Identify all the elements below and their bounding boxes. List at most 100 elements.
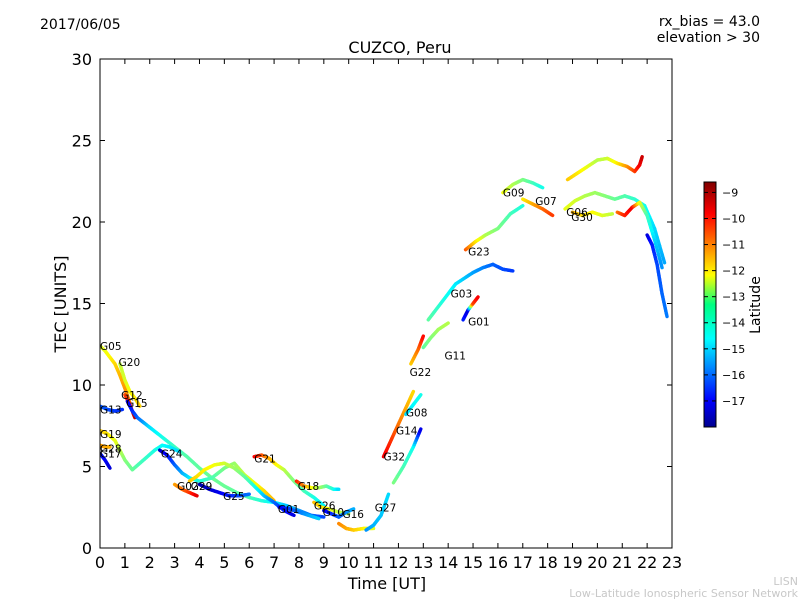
satellite-label: G28 [100, 444, 122, 456]
series-track [563, 190, 667, 265]
x-axis-label: Time [UT] [347, 574, 426, 593]
satellite-label: G20 [119, 357, 141, 369]
satellite-label: G03 [451, 289, 473, 301]
x-tick-label: 11 [363, 553, 383, 572]
x-tick-label: 18 [537, 553, 557, 572]
data-point-segment [320, 502, 326, 508]
footer: LISN Low-Latitude Ionospheric Sensor Net… [569, 576, 798, 600]
satellite-label: G17 [100, 448, 122, 460]
x-tick-label: 22 [637, 553, 657, 572]
x-tick-label: 15 [463, 553, 483, 572]
series-track [501, 177, 545, 195]
satellite-label: G10 [323, 507, 345, 519]
satellite-label: G32 [384, 452, 406, 464]
x-tick-label: 2 [145, 553, 155, 572]
series-track [521, 197, 555, 218]
colorbar-tick-label: −17 [722, 395, 745, 408]
x-tick-label: 12 [388, 553, 408, 572]
series-track [565, 155, 644, 182]
series-track [277, 505, 321, 521]
series-track [337, 521, 376, 532]
data-point-segment [418, 427, 423, 433]
y-tick-label: 25 [72, 132, 92, 151]
series-track [404, 393, 423, 417]
colorbar-tick-label: −16 [722, 369, 745, 382]
series-track [391, 427, 423, 485]
satellite-label: G26 [314, 501, 336, 513]
data-point-segment [291, 513, 296, 518]
series-track [197, 482, 251, 498]
x-tick-label: 21 [612, 553, 632, 572]
data-point-segment [549, 212, 555, 218]
x-tick-label: 9 [319, 553, 329, 572]
x-tick-label: 7 [269, 553, 279, 572]
x-tick-label: 3 [170, 553, 180, 572]
series-track [364, 492, 391, 532]
series-track [118, 362, 142, 408]
satellite-label: G02 [177, 481, 199, 493]
satellite-label: G21 [254, 453, 275, 465]
satellite-label: G19 [100, 429, 122, 441]
satellite-label: G11 [444, 351, 466, 363]
satellite-label: G18 [298, 481, 320, 493]
x-tick-label: 17 [513, 553, 533, 572]
x-tick-label: 10 [339, 553, 359, 572]
y-tick-label: 10 [72, 376, 92, 395]
data-point-segment [418, 393, 423, 398]
y-tick-label: 0 [82, 539, 92, 558]
satellite-label: G14 [396, 426, 418, 438]
y-tick-label: 5 [82, 458, 92, 477]
satellite-label: G12 [121, 390, 143, 402]
satellite-label: G06 [566, 207, 588, 219]
chart-title: CUZCO, Peru [348, 38, 452, 57]
satellite-label: G05 [100, 341, 122, 353]
x-tick-label: 20 [587, 553, 607, 572]
series-track [409, 334, 426, 366]
series-track [615, 200, 664, 270]
x-tick-label: 6 [244, 553, 254, 572]
y-axis-label: TEC [UNITS] [51, 256, 70, 354]
colorbar-tick-label: −10 [722, 212, 745, 225]
x-tick-label: 14 [438, 553, 458, 572]
satellite-label: G08 [406, 408, 428, 420]
x-tick-label: 23 [662, 553, 682, 572]
y-tick-label: 15 [72, 295, 92, 314]
data-point-segment [176, 449, 182, 454]
x-tick-label: 19 [562, 553, 582, 572]
colorbar-tick-label: −11 [722, 239, 745, 252]
series-track [100, 428, 182, 472]
satellite-label: G13 [100, 404, 122, 416]
satellite-label: G22 [410, 367, 432, 379]
series-track [294, 479, 341, 492]
series-track [172, 482, 199, 498]
series-track [252, 453, 326, 508]
footer-logo-text: LISN [773, 575, 798, 588]
satellite-label: G09 [503, 188, 525, 200]
satellite-label: G25 [223, 491, 245, 503]
series-track [570, 210, 615, 218]
series-track [463, 203, 525, 252]
series-track [100, 443, 112, 449]
x-tick-label: 5 [219, 553, 229, 572]
series-track [322, 507, 356, 519]
colorbar-ticks: −9 −10 −11 −12 −13 −14 −15 −16 −17 [704, 186, 745, 408]
data-point-segment [475, 295, 480, 300]
data-point-segment [539, 185, 545, 190]
satellite-label: G01 [468, 316, 490, 328]
colorbar-tick-label: −15 [722, 343, 745, 356]
x-tick-label: 8 [294, 553, 304, 572]
colorbar-tick-label: −12 [722, 265, 745, 278]
colorbar-tick-label: −9 [722, 186, 738, 199]
data-point-segment [519, 203, 525, 209]
satellite-label: G29 [191, 481, 213, 493]
series-track [381, 389, 416, 459]
x-tick-label: 16 [488, 553, 508, 572]
x-tick-label: 13 [413, 553, 433, 572]
x-tick-label: 0 [95, 553, 105, 572]
series-track [461, 295, 480, 322]
colorbar-tick-label: −14 [722, 317, 745, 330]
satellite-label: G30 [571, 212, 593, 224]
series-track [645, 233, 669, 319]
